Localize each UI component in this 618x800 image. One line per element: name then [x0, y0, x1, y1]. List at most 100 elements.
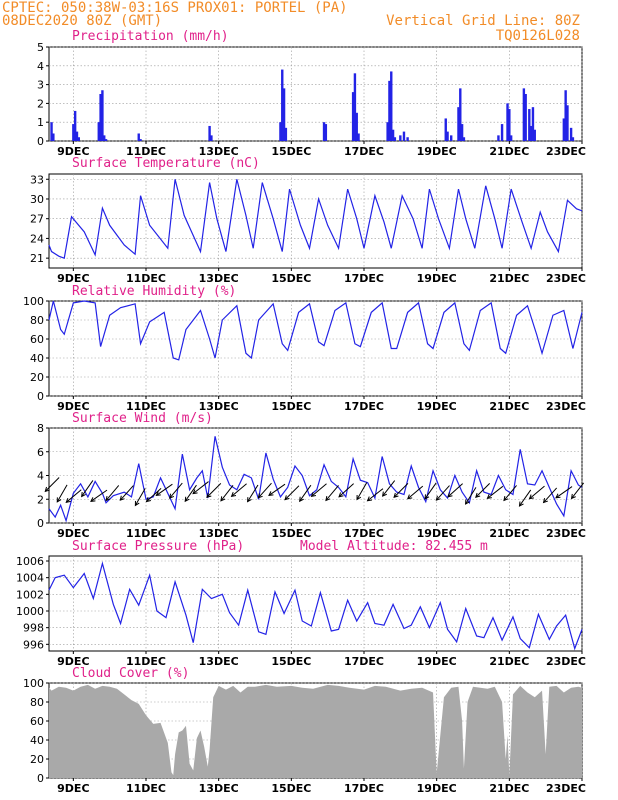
y-tick-label: 1004: [16, 572, 44, 585]
panel-precipitation: Precipitation (mm/h) 0 1 2 3 4 5 9DEC 11DEC 13DE…: [37, 29, 586, 158]
cloud-cover-area: [49, 684, 582, 778]
y-tick-label: 996: [23, 638, 44, 651]
y-tick-label: 40: [30, 352, 44, 365]
x-tick-label: 9DEC: [57, 145, 89, 158]
wind-arrow-shaft: [90, 489, 108, 502]
wind-arrow-head: [299, 496, 304, 503]
wind-arrow-shaft: [503, 485, 517, 501]
wind-arrow-shaft: [325, 485, 339, 501]
x-tick-label: 9DEC: [57, 655, 89, 668]
wind-arrow-shaft: [268, 483, 286, 496]
y-tick-label: 998: [23, 622, 44, 635]
y-tick-label: 2: [37, 493, 44, 506]
y-tick-label: 1: [37, 116, 44, 129]
wind-arrow-shaft: [206, 483, 222, 498]
wind-arrow-head: [105, 495, 111, 502]
wind-arrow-head: [44, 486, 50, 493]
precipitation-bar: [457, 107, 460, 141]
x-tick-label: 19DEC: [417, 145, 457, 158]
y-tick-label: 3: [37, 79, 44, 92]
precipitation-bar: [524, 94, 527, 141]
wind-arrow-head: [393, 492, 399, 499]
header-grid-line: Vertical Grid Line: 80Z: [386, 13, 580, 29]
x-tick-label: 17DEC: [344, 400, 384, 413]
x-tick-label: 19DEC: [417, 655, 457, 668]
precipitation-bar: [450, 135, 453, 141]
wind-arrow-shaft: [338, 483, 354, 498]
wind-arrow-shaft: [407, 485, 424, 500]
wind-arrow-shaft: [247, 484, 259, 502]
cloud-cover-plot: 0 20 40 60 80 100 9DEC 11DEC 13DEC 15DEC 17DEC 19DE…: [23, 677, 586, 795]
y-tick-label: 2: [37, 97, 44, 110]
x-tick-label: 23DEC: [546, 527, 586, 540]
y-tick-label: 0: [37, 135, 44, 148]
precipitation-bar: [500, 124, 504, 141]
x-tick-label: 11DEC: [126, 655, 166, 668]
y-tick-label: 4: [37, 60, 44, 73]
x-tick-label: 13DEC: [199, 145, 239, 158]
wind-arrow-head: [406, 494, 413, 500]
pressure-frame: [48, 555, 583, 652]
x-tick-label: 21DEC: [489, 527, 529, 540]
wind-arrow-shaft: [299, 484, 312, 502]
wind-arrow-head: [145, 497, 151, 503]
x-tick-label: 21DEC: [489, 400, 529, 413]
precipitation-bar: [566, 105, 569, 141]
x-tick-label: 17DEC: [344, 782, 384, 795]
y-tick-label: 60: [30, 715, 44, 728]
precipitation-bar: [529, 125, 533, 141]
wind-arrow-shaft: [393, 483, 409, 498]
panel-humidity: Relative Humidity (%) 0 20 40 60 80 100 9DEC 11…: [23, 284, 586, 413]
wind-arrow-shaft: [555, 486, 573, 499]
wind-plot: 0 2 4 6 8 9DEC 11DEC 13DEC 15DEC 17DEC 19DEC 21DEC 2…: [37, 422, 586, 540]
precipitation-bar: [101, 90, 104, 141]
precipitation-bar: [528, 109, 531, 141]
x-tick-label: 19DEC: [417, 272, 457, 285]
x-tick-label: 11DEC: [126, 272, 166, 285]
y-tick-label: 21: [30, 252, 44, 265]
wind-title: Surface Wind (m/s): [72, 411, 213, 426]
wind-arrow-shaft: [119, 485, 134, 501]
x-tick-label: 13DEC: [199, 272, 239, 285]
wind-arrow-head: [424, 494, 430, 500]
wind-arrow-head: [465, 499, 470, 505]
x-tick-label: 23DEC: [546, 400, 586, 413]
y-tick-label: 1006: [16, 555, 44, 568]
wind-arrow-head: [134, 500, 140, 507]
wind-arrow-head: [503, 495, 509, 502]
wind-arrow-shaft: [105, 485, 120, 501]
x-tick-label: 21DEC: [489, 145, 529, 158]
wind-arrow-shaft: [382, 480, 396, 497]
precipitation-bar: [531, 107, 535, 141]
header-run-date: 08DEC2020 80Z (GMT): [2, 13, 162, 29]
wind-arrow-shaft: [487, 485, 504, 499]
wind-arrow-shaft: [184, 484, 197, 502]
y-tick-label: 1002: [16, 588, 44, 601]
wind-arrow-shaft: [220, 485, 234, 502]
wind-arrow-shaft: [447, 483, 463, 498]
wind-arrow-head: [366, 496, 373, 502]
precipitation-bar: [50, 122, 53, 141]
precipitation-plot: 0 1 2 3 4 5 9DEC 11DEC 13DEC 15DEC 17DEC 19DEC 21DEC…: [37, 41, 586, 158]
precipitation-bar: [391, 129, 395, 141]
wind-arrow-head: [155, 491, 161, 497]
precipitation-bar: [390, 71, 393, 141]
precipitation-bar: [357, 133, 360, 141]
y-tick-label: 60: [30, 333, 44, 346]
y-tick-label: 100: [23, 295, 44, 308]
wind-arrow-shaft: [169, 482, 183, 499]
precipitation-bar: [210, 135, 213, 141]
y-tick-label: 80: [30, 696, 44, 709]
wind-arrow-head: [381, 491, 387, 497]
y-tick-label: 33: [30, 173, 44, 186]
wind-arrow-shaft: [367, 488, 384, 502]
precipitation-bar: [281, 69, 284, 141]
x-tick-label: 11DEC: [126, 145, 166, 158]
y-tick-label: 1000: [16, 605, 44, 618]
x-tick-label: 15DEC: [271, 272, 311, 285]
panel-cloud-cover: Cloud Cover (%) 0 20 40 60 80 100 9DEC 11DEC 13D…: [23, 666, 586, 795]
wind-arrow-head: [81, 491, 86, 498]
wind-arrow-head: [65, 497, 71, 503]
header-model: TQ0126L028: [496, 28, 580, 44]
y-tick-label: 0: [37, 517, 44, 530]
